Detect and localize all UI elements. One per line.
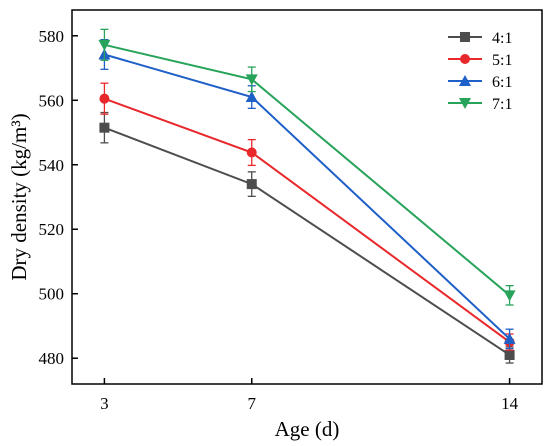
legend-marker-6-1 [459,75,471,86]
y-tick-label-520: 520 [39,220,65,239]
legend-label-4-1: 4:1 [492,30,512,47]
x-axis-label: Age (d) [275,417,340,441]
legend-item-7-1: 7:1 [448,96,512,113]
legend-item-4-1: 4:1 [448,30,512,47]
y-tick-label-540: 540 [39,156,65,175]
legend-item-6-1: 6:1 [448,74,512,91]
plot-frame [71,9,543,385]
legend-marker-7-1 [459,98,471,109]
point-6-1-14 [503,332,516,344]
point-4-1-14 [504,349,515,360]
y-axis-label: Dry density (kg/m³) [7,113,31,280]
x-tick-label-3: 3 [100,394,109,413]
series-5-1 [99,82,515,351]
legend-label-6-1: 6:1 [492,74,512,91]
series-4-1 [99,111,515,364]
series-line-4-1 [104,126,511,356]
point-5-1-3 [99,93,110,104]
legend: 4:1 5:1 6:1 7:1 [448,30,512,113]
point-7-1-3 [98,39,111,51]
point-7-1-14 [503,290,516,302]
legend-label-7-1: 7:1 [492,96,512,113]
point-4-1-3 [99,122,110,133]
series-layer [98,28,516,364]
series-line-7-1 [104,43,511,297]
legend-marker-4-1 [460,32,470,42]
x-tick-label-7: 7 [247,394,256,413]
x-tick-label-14: 14 [501,394,519,413]
y-tick-label-500: 500 [39,285,65,304]
y-tick-label-560: 560 [39,91,65,110]
point-6-1-7 [245,91,258,103]
legend-label-5-1: 5:1 [492,52,512,69]
y-tick-label-480: 480 [39,349,65,368]
y-tick-label-580: 580 [39,27,65,46]
legend-item-5-1: 5:1 [448,52,512,69]
axis-layer: 480 500 520 540 560 580 3 7 14 [39,27,519,413]
series-7-1 [98,28,516,306]
legend-marker-5-1 [460,54,470,64]
point-5-1-7 [246,147,257,158]
point-7-1-7 [245,74,258,86]
point-4-1-7 [246,179,257,190]
